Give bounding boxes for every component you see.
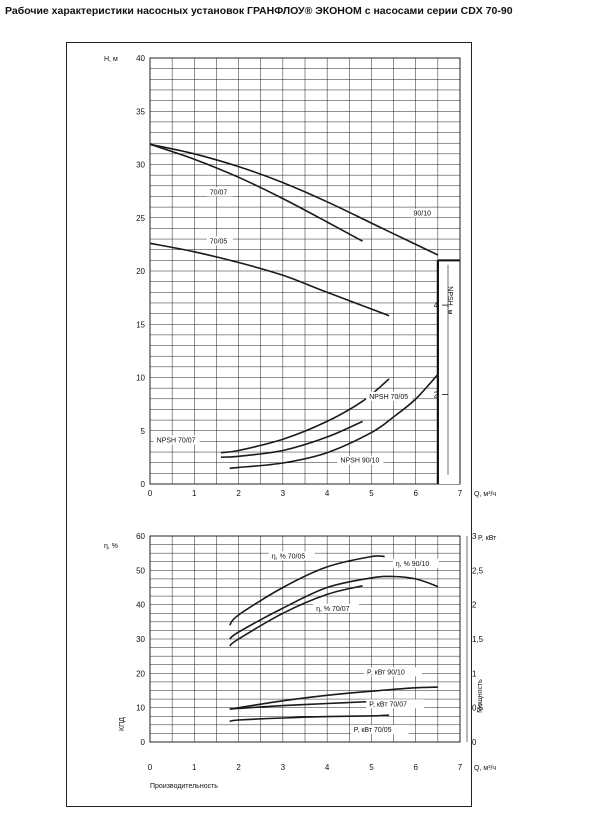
npsh-axis-label: NPSH, м	[446, 286, 453, 314]
bottom-chart: 0 1 2 3 4 5 6 7 0 10 20 30 40 50 60 0 0,5 1 1,5 2 2,5 3 Q, м³/…	[104, 532, 497, 790]
y-side-label: КПД	[119, 717, 126, 731]
curve-label-bg	[410, 208, 437, 218]
p-tick-label: 0	[472, 738, 477, 747]
p-side-label: Мощность	[477, 679, 484, 713]
y-tick-label: 25	[136, 214, 145, 223]
plot-border	[149, 535, 461, 743]
curve-label: P, кВт 70/07	[369, 701, 407, 708]
y-tick-label: 5	[141, 427, 146, 436]
y-tick-label: 50	[136, 566, 145, 575]
x-tick-label: 3	[281, 763, 286, 772]
y-tick-label: 20	[136, 669, 145, 678]
curve-npsh-70-07	[220, 420, 363, 458]
curve-70-05	[149, 242, 390, 317]
x-tick-label: 0	[148, 489, 153, 498]
y-tick-label: 30	[136, 161, 145, 170]
curve--70-05	[229, 555, 385, 626]
y-tick-label: 40	[136, 54, 145, 63]
x-bottom-label: Производительность	[150, 783, 218, 790]
y-tick-label: 30	[136, 635, 145, 644]
y-tick-label: 10	[136, 704, 145, 713]
top-chart: 2 4 NPSH, м 0 1 2 3 4 5 6 7 0 5 10 15 20 25 30 35 40 Q, м³/ч…	[104, 54, 496, 498]
curve-label-bg	[366, 699, 425, 709]
curve-label-bg	[350, 725, 409, 735]
y-tick-label: 10	[136, 374, 145, 383]
curve-label-bg	[313, 603, 360, 613]
x-axis-label: Q, м³/ч	[474, 765, 496, 772]
curve-70-07	[149, 143, 363, 242]
curve-label-bg	[364, 667, 422, 677]
curve-label: P, кВт 90/10	[367, 669, 405, 676]
curve-label-bg	[392, 558, 439, 568]
x-tick-label: 1	[192, 489, 197, 498]
p-tick-label: 0,5	[472, 704, 484, 713]
curve--70-07	[229, 585, 363, 647]
curve-label: 90/10	[414, 211, 432, 218]
x-tick-label: 5	[369, 489, 374, 498]
y-tick-label: 60	[136, 532, 145, 541]
x-tick-label: 4	[325, 489, 330, 498]
npsh-panel-bg	[437, 260, 461, 484]
chart-frame	[66, 42, 472, 807]
x-tick-label: 3	[281, 489, 286, 498]
x-tick-label: 2	[236, 763, 241, 772]
x-tick-label: 6	[413, 489, 418, 498]
curve--90-10	[229, 575, 439, 640]
x-tick-label: 4	[325, 763, 330, 772]
curve-p-70-05	[229, 714, 390, 723]
x-axis-label: Q, м³/ч	[474, 491, 496, 498]
curve-label-bg	[153, 435, 200, 445]
y-tick-label: 0	[141, 738, 146, 747]
y-tick-label: 35	[136, 107, 145, 116]
y-tick-label: 20	[136, 267, 145, 276]
curve-npsh-70-05	[220, 378, 390, 454]
page-title: Рабочие характеристики насосных установо…	[5, 5, 513, 17]
y-axis-label: η, %	[104, 543, 118, 550]
npsh-tick-label: 2	[434, 391, 439, 400]
p-axis-label: P, кВт	[478, 535, 497, 542]
x-tick-label: 7	[458, 763, 463, 772]
curve-label: NPSH 70/07	[157, 437, 196, 444]
curve-label: η, % 70/05	[272, 553, 306, 560]
curve-label-bg	[268, 551, 315, 561]
curve-label: η, % 70/07	[316, 606, 350, 613]
npsh-tick-label: 4	[434, 301, 439, 310]
x-tick-label: 5	[369, 763, 374, 772]
x-tick-label: 6	[413, 763, 418, 772]
curve-label-bg	[206, 236, 233, 246]
x-tick-label: 7	[458, 489, 463, 498]
curve-label: NPSH 90/10	[340, 458, 379, 465]
x-tick-label: 2	[236, 489, 241, 498]
x-tick-label: 1	[192, 763, 197, 772]
curve-90-10	[149, 143, 439, 256]
x-tick-label: 0	[148, 763, 153, 772]
curve-label: NPSH 70/05	[369, 394, 408, 401]
y-axis-label: H, м	[104, 56, 118, 63]
curve-npsh-90-10	[229, 373, 439, 470]
curve-label: η, % 90/10	[396, 561, 430, 568]
p-tick-label: 1,5	[472, 635, 484, 644]
y-tick-label: 0	[141, 480, 146, 489]
p-tick-label: 2	[472, 601, 477, 610]
p-tick-label: 1	[472, 669, 477, 678]
curve-label-bg	[366, 391, 413, 401]
y-tick-label: 15	[136, 320, 145, 329]
curve-label: P, кВт 70/05	[354, 727, 392, 734]
y-tick-label: 40	[136, 601, 145, 610]
curve-label-bg	[337, 455, 384, 465]
p-tick-label: 3	[472, 532, 477, 541]
curve-label: 70/05	[210, 238, 228, 245]
p-tick-label: 2,5	[472, 566, 484, 575]
curve-label: 70/07	[210, 189, 228, 196]
curve-label-bg	[206, 187, 233, 197]
